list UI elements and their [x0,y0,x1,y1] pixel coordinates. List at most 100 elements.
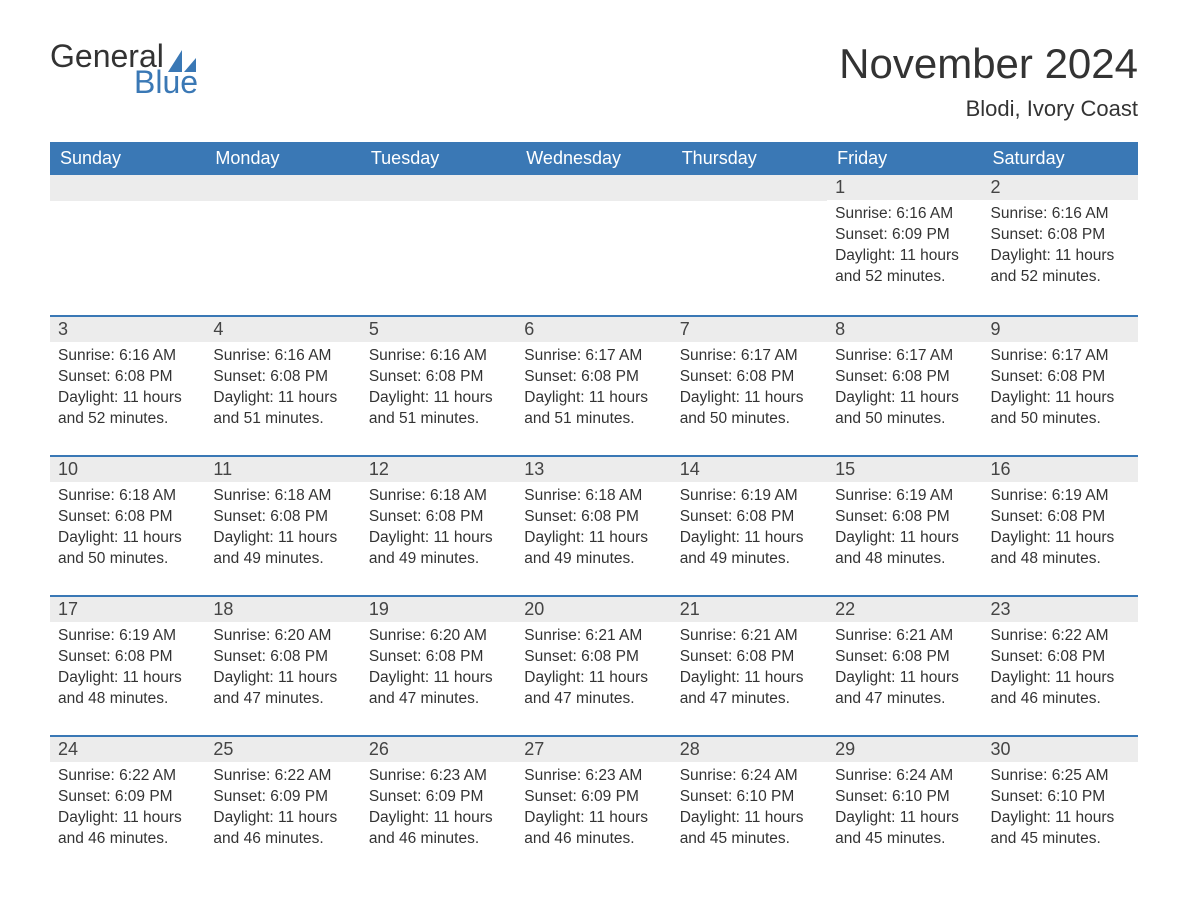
calendar-cell [516,175,671,315]
daylight-line: Daylight: 11 hours and 46 minutes. [991,668,1130,710]
sunset-line: Sunset: 6:08 PM [524,507,663,528]
sunrise-line: Sunrise: 6:21 AM [524,626,663,647]
daylight-line: Daylight: 11 hours and 49 minutes. [213,528,352,570]
daylight-line: Daylight: 11 hours and 50 minutes. [835,388,974,430]
empty-daynum-bar [205,175,360,201]
sunset-line: Sunset: 6:09 PM [58,787,197,808]
sunrise-line: Sunrise: 6:22 AM [991,626,1130,647]
calendar-cell: 15Sunrise: 6:19 AMSunset: 6:08 PMDayligh… [827,455,982,595]
sunrise-line: Sunrise: 6:20 AM [369,626,508,647]
calendar-cell: 14Sunrise: 6:19 AMSunset: 6:08 PMDayligh… [672,455,827,595]
day-number: 27 [516,735,671,762]
day-content: Sunrise: 6:16 AMSunset: 6:08 PMDaylight:… [983,200,1138,296]
sunset-line: Sunset: 6:08 PM [835,647,974,668]
day-content: Sunrise: 6:18 AMSunset: 6:08 PMDaylight:… [205,482,360,578]
calendar-cell: 29Sunrise: 6:24 AMSunset: 6:10 PMDayligh… [827,735,982,875]
day-content: Sunrise: 6:18 AMSunset: 6:08 PMDaylight:… [361,482,516,578]
day-content: Sunrise: 6:21 AMSunset: 6:08 PMDaylight:… [672,622,827,718]
day-header: Monday [205,142,360,175]
empty-daynum-bar [672,175,827,201]
day-content: Sunrise: 6:23 AMSunset: 6:09 PMDaylight:… [361,762,516,858]
calendar-cell: 25Sunrise: 6:22 AMSunset: 6:09 PMDayligh… [205,735,360,875]
day-number: 28 [672,735,827,762]
daylight-line: Daylight: 11 hours and 50 minutes. [58,528,197,570]
daylight-line: Daylight: 11 hours and 45 minutes. [680,808,819,850]
day-number: 30 [983,735,1138,762]
daylight-line: Daylight: 11 hours and 50 minutes. [991,388,1130,430]
sunset-line: Sunset: 6:08 PM [680,647,819,668]
sunset-line: Sunset: 6:09 PM [369,787,508,808]
sunrise-line: Sunrise: 6:17 AM [835,346,974,367]
sunset-line: Sunset: 6:08 PM [524,367,663,388]
calendar-cell: 27Sunrise: 6:23 AMSunset: 6:09 PMDayligh… [516,735,671,875]
daylight-line: Daylight: 11 hours and 47 minutes. [680,668,819,710]
calendar-cell: 6Sunrise: 6:17 AMSunset: 6:08 PMDaylight… [516,315,671,455]
calendar-cell [205,175,360,315]
daylight-line: Daylight: 11 hours and 47 minutes. [835,668,974,710]
day-number: 19 [361,595,516,622]
sunrise-line: Sunrise: 6:23 AM [524,766,663,787]
day-content: Sunrise: 6:19 AMSunset: 6:08 PMDaylight:… [50,622,205,718]
day-number: 16 [983,455,1138,482]
calendar-cell: 4Sunrise: 6:16 AMSunset: 6:08 PMDaylight… [205,315,360,455]
daylight-line: Daylight: 11 hours and 46 minutes. [524,808,663,850]
daylight-line: Daylight: 11 hours and 51 minutes. [213,388,352,430]
sunset-line: Sunset: 6:08 PM [835,507,974,528]
calendar-cell [361,175,516,315]
empty-daynum-bar [516,175,671,201]
sunset-line: Sunset: 6:10 PM [680,787,819,808]
sunset-line: Sunset: 6:08 PM [369,367,508,388]
calendar-cell: 13Sunrise: 6:18 AMSunset: 6:08 PMDayligh… [516,455,671,595]
sunrise-line: Sunrise: 6:16 AM [991,204,1130,225]
calendar-cell: 12Sunrise: 6:18 AMSunset: 6:08 PMDayligh… [361,455,516,595]
sunrise-line: Sunrise: 6:16 AM [835,204,974,225]
calendar-cell: 28Sunrise: 6:24 AMSunset: 6:10 PMDayligh… [672,735,827,875]
sunrise-line: Sunrise: 6:24 AM [680,766,819,787]
sunrise-line: Sunrise: 6:16 AM [213,346,352,367]
day-content: Sunrise: 6:16 AMSunset: 6:09 PMDaylight:… [827,200,982,296]
calendar-cell: 9Sunrise: 6:17 AMSunset: 6:08 PMDaylight… [983,315,1138,455]
sunset-line: Sunset: 6:08 PM [991,225,1130,246]
sunrise-line: Sunrise: 6:18 AM [58,486,197,507]
daylight-line: Daylight: 11 hours and 47 minutes. [369,668,508,710]
calendar-cell: 26Sunrise: 6:23 AMSunset: 6:09 PMDayligh… [361,735,516,875]
day-content: Sunrise: 6:24 AMSunset: 6:10 PMDaylight:… [672,762,827,858]
calendar-cell: 5Sunrise: 6:16 AMSunset: 6:08 PMDaylight… [361,315,516,455]
day-number: 9 [983,315,1138,342]
daylight-line: Daylight: 11 hours and 50 minutes. [680,388,819,430]
calendar-cell: 24Sunrise: 6:22 AMSunset: 6:09 PMDayligh… [50,735,205,875]
daylight-line: Daylight: 11 hours and 52 minutes. [58,388,197,430]
day-header: Tuesday [361,142,516,175]
calendar-week-row: 24Sunrise: 6:22 AMSunset: 6:09 PMDayligh… [50,735,1138,875]
sunrise-line: Sunrise: 6:16 AM [369,346,508,367]
sunrise-line: Sunrise: 6:18 AM [524,486,663,507]
sunrise-line: Sunrise: 6:22 AM [58,766,197,787]
sunrise-line: Sunrise: 6:25 AM [991,766,1130,787]
day-header: Friday [827,142,982,175]
calendar-cell: 22Sunrise: 6:21 AMSunset: 6:08 PMDayligh… [827,595,982,735]
sunset-line: Sunset: 6:10 PM [835,787,974,808]
sunrise-line: Sunrise: 6:21 AM [835,626,974,647]
calendar-cell: 10Sunrise: 6:18 AMSunset: 6:08 PMDayligh… [50,455,205,595]
sunset-line: Sunset: 6:09 PM [213,787,352,808]
calendar-cell: 2Sunrise: 6:16 AMSunset: 6:08 PMDaylight… [983,175,1138,315]
sunset-line: Sunset: 6:10 PM [991,787,1130,808]
calendar-cell: 17Sunrise: 6:19 AMSunset: 6:08 PMDayligh… [50,595,205,735]
daylight-line: Daylight: 11 hours and 46 minutes. [213,808,352,850]
calendar-cell: 21Sunrise: 6:21 AMSunset: 6:08 PMDayligh… [672,595,827,735]
sunset-line: Sunset: 6:08 PM [213,507,352,528]
day-content: Sunrise: 6:20 AMSunset: 6:08 PMDaylight:… [361,622,516,718]
daylight-line: Daylight: 11 hours and 47 minutes. [213,668,352,710]
calendar-week-row: 10Sunrise: 6:18 AMSunset: 6:08 PMDayligh… [50,455,1138,595]
day-content: Sunrise: 6:19 AMSunset: 6:08 PMDaylight:… [672,482,827,578]
day-number: 18 [205,595,360,622]
sunrise-line: Sunrise: 6:21 AM [680,626,819,647]
daylight-line: Daylight: 11 hours and 52 minutes. [991,246,1130,288]
daylight-line: Daylight: 11 hours and 48 minutes. [991,528,1130,570]
daylight-line: Daylight: 11 hours and 46 minutes. [369,808,508,850]
day-header: Sunday [50,142,205,175]
day-number: 6 [516,315,671,342]
sunset-line: Sunset: 6:08 PM [991,367,1130,388]
daylight-line: Daylight: 11 hours and 52 minutes. [835,246,974,288]
calendar-cell: 23Sunrise: 6:22 AMSunset: 6:08 PMDayligh… [983,595,1138,735]
